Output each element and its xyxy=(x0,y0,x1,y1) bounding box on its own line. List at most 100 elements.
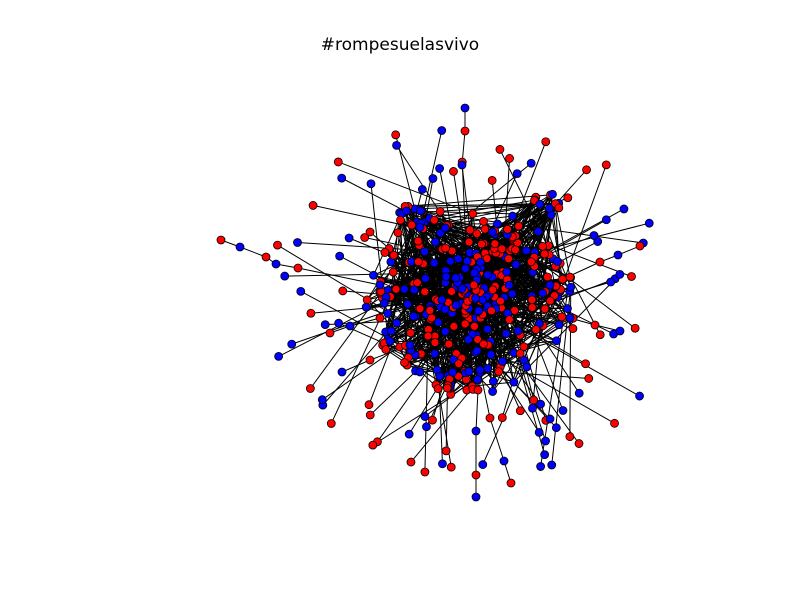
graph-node-red xyxy=(460,319,470,329)
graph-node-red xyxy=(563,193,573,203)
graph-node-blue xyxy=(280,271,290,281)
graph-node-blue xyxy=(451,273,461,283)
graph-edge xyxy=(461,162,473,387)
graph-node-blue xyxy=(441,272,451,282)
graph-node-red xyxy=(495,145,505,154)
graph-node-blue xyxy=(528,403,537,413)
graph-node-blue xyxy=(475,365,485,375)
graph-node-blue xyxy=(488,227,498,237)
graph-node-blue xyxy=(435,164,445,173)
graph-node-blue xyxy=(551,423,561,433)
graph-node-red xyxy=(557,312,567,322)
graph-node-blue xyxy=(453,254,463,264)
graph-node-blue xyxy=(417,185,427,194)
graph-node-red xyxy=(464,237,474,247)
graph-node-blue xyxy=(563,304,572,313)
graph-node-blue xyxy=(619,204,629,214)
graph-node-blue xyxy=(386,326,396,336)
graph-node-blue xyxy=(488,387,498,396)
graph-node-blue xyxy=(545,280,555,290)
graph-node-red xyxy=(595,257,605,267)
graph-node-red xyxy=(469,280,479,290)
graph-edge xyxy=(349,317,381,327)
graph-node-red xyxy=(380,248,390,257)
graph-edge xyxy=(341,177,561,293)
graph-node-blue xyxy=(589,231,599,240)
graph-node-red xyxy=(406,328,415,338)
graph-edge xyxy=(461,164,471,231)
graph-node-blue xyxy=(440,327,450,336)
graph-node-red xyxy=(338,286,348,296)
graph-node-red xyxy=(305,384,315,393)
graph-edge xyxy=(411,261,586,365)
graph-node-blue xyxy=(335,251,345,261)
graph-node-red xyxy=(471,470,481,480)
graph-node-blue xyxy=(464,367,474,376)
graph-node-red xyxy=(412,278,422,288)
graph-edge xyxy=(467,297,640,397)
graph-node-blue xyxy=(430,349,440,359)
graph-node-red xyxy=(391,284,401,294)
graph-node-red xyxy=(479,339,488,349)
graph-edge xyxy=(406,210,552,216)
graph-node-red xyxy=(365,410,375,420)
graph-node-blue xyxy=(615,326,625,336)
graph-node-blue xyxy=(512,169,522,179)
graph-node-blue xyxy=(429,258,439,268)
graph-node-red xyxy=(446,462,456,472)
graph-node-blue xyxy=(526,158,536,168)
graph-node-blue xyxy=(383,309,393,318)
graph-node-blue xyxy=(438,459,447,469)
graph-node-red xyxy=(568,324,578,333)
graph-node-red xyxy=(420,287,430,297)
graph-node-red xyxy=(435,206,445,216)
graph-node-blue xyxy=(392,140,401,150)
graph-node-blue xyxy=(420,412,430,421)
graph-node-red xyxy=(400,358,409,368)
graph-node-red xyxy=(540,304,550,314)
graph-node-red xyxy=(472,229,482,239)
graph-node-red xyxy=(496,296,505,306)
graph-node-red xyxy=(494,367,504,377)
graph-node-blue xyxy=(635,391,644,401)
graph-node-blue xyxy=(521,246,531,256)
graph-node-red xyxy=(393,228,403,238)
graph-node-blue xyxy=(293,238,302,247)
graph-node-red xyxy=(430,338,440,347)
graph-node-blue xyxy=(533,227,543,236)
graph-node-red xyxy=(510,245,520,255)
graph-node-red xyxy=(468,209,478,219)
graph-node-blue xyxy=(498,356,507,366)
graph-node-blue xyxy=(440,304,450,314)
graph-node-red xyxy=(543,272,552,282)
graph-node-red xyxy=(444,339,454,349)
graph-node-blue xyxy=(493,219,502,229)
graph-node-blue xyxy=(522,362,532,372)
graph-node-blue xyxy=(435,371,445,381)
graph-node-red xyxy=(423,331,433,341)
graph-node-blue xyxy=(235,242,245,252)
graph-node-red xyxy=(388,267,398,277)
graph-node-red xyxy=(526,257,536,267)
graph-node-blue xyxy=(437,126,447,135)
graph-node-blue xyxy=(502,267,512,277)
graph-edge xyxy=(322,221,484,406)
graph-edge xyxy=(405,194,551,207)
graph-node-blue xyxy=(478,460,488,469)
node-layer xyxy=(216,103,654,502)
graph-node-blue xyxy=(483,364,493,373)
graph-edge xyxy=(310,296,487,314)
graph-node-red xyxy=(396,215,405,225)
graph-edge xyxy=(431,313,466,421)
graph-node-blue xyxy=(420,273,430,283)
graph-node-blue xyxy=(541,436,550,446)
graph-node-red xyxy=(505,154,514,163)
graph-node-red xyxy=(582,165,591,175)
plot-title: #rompesuelasvivo xyxy=(320,35,480,55)
graph-node-red xyxy=(381,345,391,354)
graph-node-red xyxy=(538,241,548,251)
graph-node-blue xyxy=(385,336,395,346)
graph-node-blue xyxy=(428,174,438,183)
graph-node-blue xyxy=(345,321,355,331)
